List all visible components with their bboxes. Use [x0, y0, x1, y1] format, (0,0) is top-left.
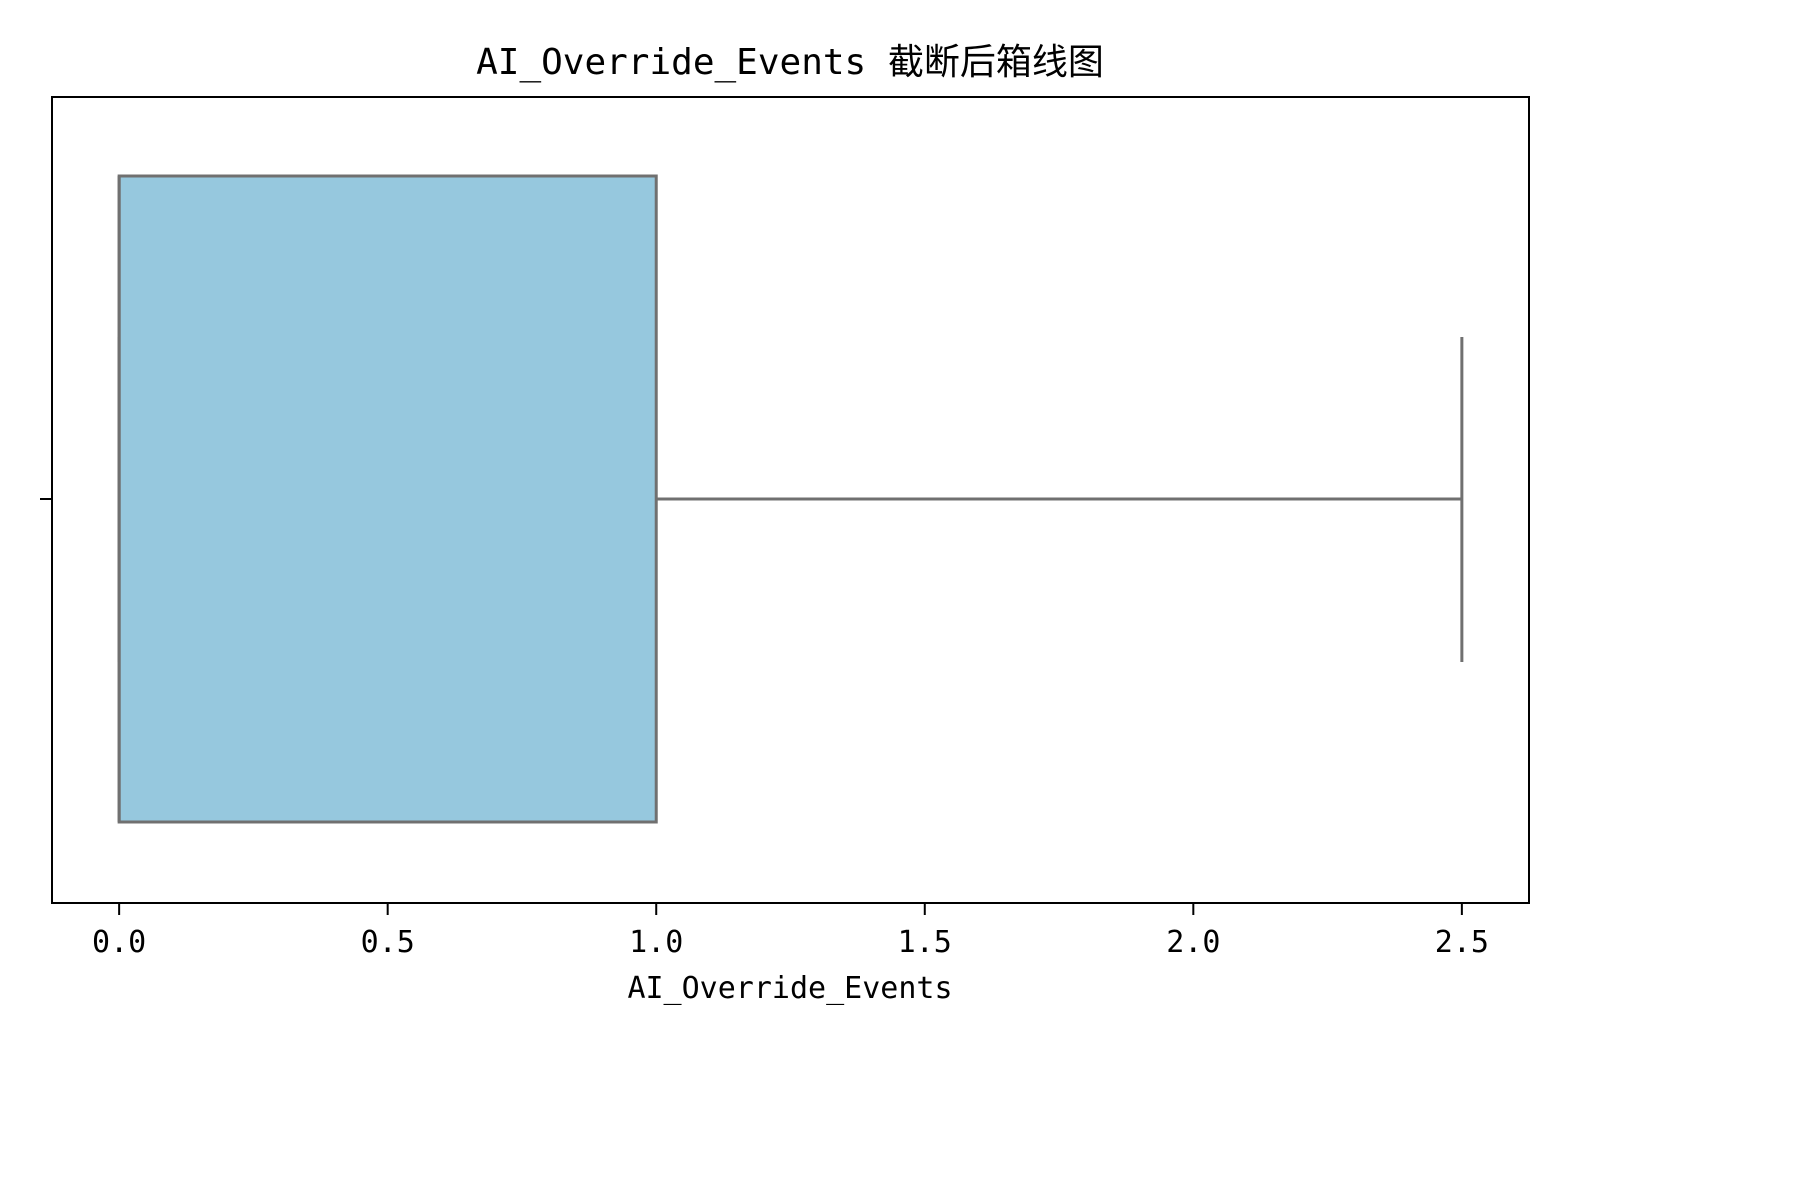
x-tick-label: 1.5 — [898, 925, 952, 960]
x-tick-label: 2.0 — [1166, 925, 1220, 960]
x-tick-label: 0.0 — [92, 925, 146, 960]
chart-figure: AI_Override_Events 截断后箱线图 0.0 0.5 1.0 1.5 2.… — [40, 42, 1530, 1006]
x-axis-label: AI_Override_Events — [627, 971, 952, 1006]
x-tick-label: 2.5 — [1435, 925, 1489, 960]
x-axis-ticks: 0.0 0.5 1.0 1.5 2.0 2.5 — [92, 903, 1489, 960]
iqr-box — [117, 174, 658, 824]
box-plot — [117, 174, 1464, 824]
x-tick-label: 0.5 — [361, 925, 415, 960]
x-tick-label: 1.0 — [629, 925, 683, 960]
plot-area: 0.0 0.5 1.0 1.5 2.0 2.5 — [40, 96, 1530, 960]
chart-title: AI_Override_Events 截断后箱线图 — [476, 42, 1104, 83]
